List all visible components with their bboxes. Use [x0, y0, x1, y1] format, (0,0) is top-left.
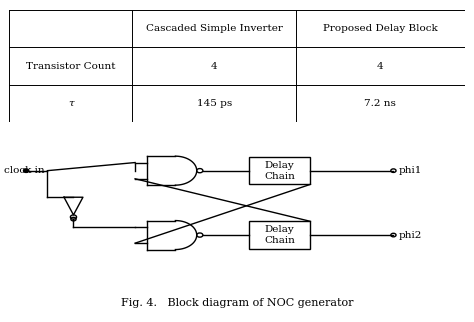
Text: Delay
Chain: Delay Chain [264, 225, 295, 245]
Text: Transistor Count: Transistor Count [26, 62, 116, 71]
Text: 4: 4 [211, 62, 218, 71]
Text: Cascaded Simple Inverter: Cascaded Simple Inverter [146, 24, 283, 33]
Text: Fig. 4.   Block diagram of NOC generator: Fig. 4. Block diagram of NOC generator [121, 298, 353, 308]
Text: 145 ps: 145 ps [197, 99, 232, 108]
Text: Proposed Delay Block: Proposed Delay Block [323, 24, 438, 33]
Text: 4: 4 [377, 62, 383, 71]
Text: phi2: phi2 [399, 231, 422, 240]
Text: 7.2 ns: 7.2 ns [365, 99, 396, 108]
Text: τ: τ [68, 99, 74, 108]
Text: clock in: clock in [4, 166, 45, 175]
Text: phi1: phi1 [399, 166, 422, 175]
Text: Delay
Chain: Delay Chain [264, 161, 295, 181]
Circle shape [24, 169, 29, 172]
